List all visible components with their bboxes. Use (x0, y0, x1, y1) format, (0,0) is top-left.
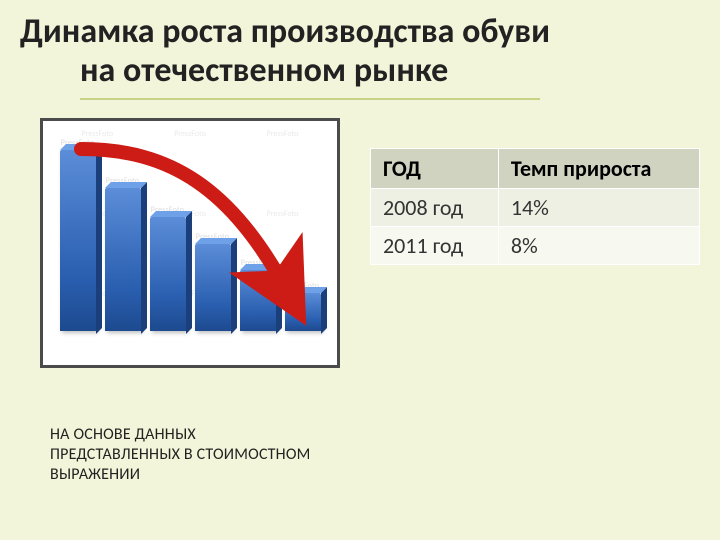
cell-year: 2011 год (371, 227, 499, 265)
bar-rect (240, 270, 276, 331)
cell-rate: 8% (498, 227, 699, 265)
bar-rect (105, 188, 141, 331)
title-line1: Динамка роста производства обуви (20, 12, 700, 51)
col-rate: Темп прироста (498, 149, 699, 189)
footnote-line: НА ОСНОВЕ ДАННЫХ (50, 425, 311, 445)
bar: PressFoto (150, 205, 186, 331)
bar-rect (60, 150, 96, 331)
table-header-row: ГОД Темп прироста (371, 149, 700, 189)
page-title: Динамка роста производства обуви на отеч… (20, 12, 700, 90)
title-underline (80, 98, 540, 100)
bar: PressFoto (60, 138, 96, 331)
bar: PressFoto (240, 258, 276, 331)
data-table-box: ГОД Темп прироста 2008 год 14% 2011 год … (370, 148, 700, 265)
footnote-line: ВЫРАЖЕНИИ (50, 465, 311, 485)
bar-rect (150, 217, 186, 331)
footnote-line: ПРЕДСТАВЛЕННЫХ В СТОИМОСТНОМ (50, 445, 311, 465)
cell-year: 2008 год (371, 189, 499, 227)
content-row: PressFoto PressFoto PressFoto PressFoto … (20, 118, 700, 368)
cell-rate: 14% (498, 189, 699, 227)
bar-rect (195, 244, 231, 331)
bar-chart: PressFoto PressFoto PressFoto PressFoto … (40, 118, 340, 368)
bar: PressFoto (285, 281, 321, 331)
bar: PressFoto (105, 176, 141, 331)
bars-container: PressFoto PressFoto PressFoto PressFoto … (51, 131, 329, 331)
footnote: НА ОСНОВЕ ДАННЫХ ПРЕДСТАВЛЕННЫХ В СТОИМО… (50, 425, 311, 485)
col-year: ГОД (371, 149, 499, 189)
bar: PressFoto (195, 232, 231, 331)
bar-rect (285, 293, 321, 331)
title-line2: на отечественном рынке (20, 51, 700, 90)
table-row: 2011 год 8% (371, 227, 700, 265)
data-table: ГОД Темп прироста 2008 год 14% 2011 год … (370, 148, 700, 265)
table-row: 2008 год 14% (371, 189, 700, 227)
